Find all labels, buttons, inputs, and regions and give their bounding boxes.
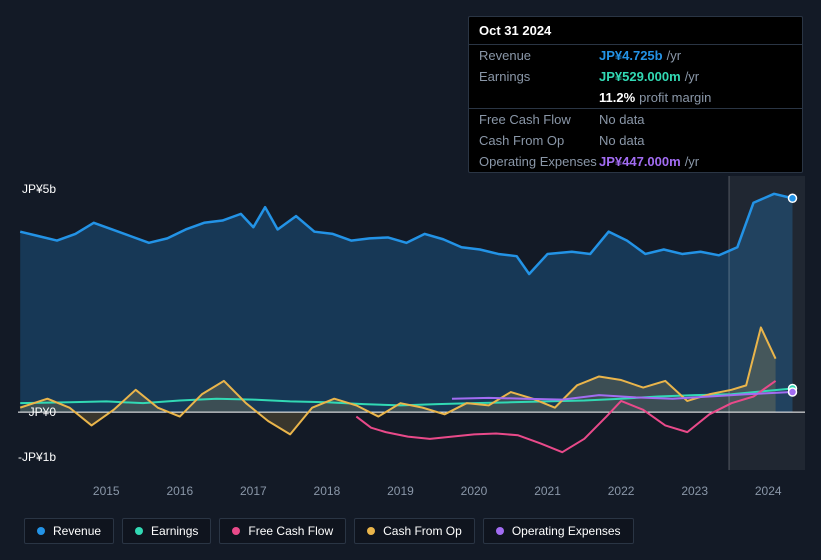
- tooltip-row: 11.2% profit margin: [469, 87, 802, 108]
- tooltip-row: Operating ExpensesJP¥447.000m/yr: [469, 151, 802, 172]
- legend-item-cfo[interactable]: Cash From Op: [354, 518, 475, 544]
- x-tick-label: 2015: [93, 484, 120, 498]
- tooltip-suffix: /yr: [685, 154, 699, 169]
- end-dot-opex: [788, 388, 796, 396]
- x-tick-label: 2019: [387, 484, 414, 498]
- y-tick-label: JP¥0: [29, 405, 56, 419]
- legend-label: Earnings: [151, 524, 198, 538]
- legend-item-fcf[interactable]: Free Cash Flow: [219, 518, 346, 544]
- hover-tooltip: Oct 31 2024 RevenueJP¥4.725b/yrEarningsJ…: [468, 16, 803, 173]
- legend-dot: [367, 527, 375, 535]
- tooltip-label: Cash From Op: [479, 133, 599, 148]
- legend-label: Revenue: [53, 524, 101, 538]
- legend-label: Cash From Op: [383, 524, 462, 538]
- x-tick-label: 2016: [166, 484, 193, 498]
- end-dot-revenue: [788, 194, 796, 202]
- area-revenue: [20, 194, 792, 412]
- tooltip-label: Operating Expenses: [479, 154, 599, 169]
- tooltip-suffix: /yr: [667, 48, 681, 63]
- financials-chart-root: { "layout": { "width": 821, "height": 56…: [0, 0, 821, 560]
- tooltip-value: JP¥529.000m: [599, 69, 681, 84]
- tooltip-value: No data: [599, 112, 645, 127]
- tooltip-value: JP¥447.000m: [599, 154, 681, 169]
- legend-item-opex[interactable]: Operating Expenses: [483, 518, 634, 544]
- legend-dot: [232, 527, 240, 535]
- legend-item-earnings[interactable]: Earnings: [122, 518, 211, 544]
- tooltip-row: Cash From OpNo data: [469, 130, 802, 151]
- y-tick-label: JP¥5b: [22, 182, 56, 196]
- tooltip-label: Free Cash Flow: [479, 112, 599, 127]
- legend-dot: [37, 527, 45, 535]
- tooltip-value: 11.2%: [599, 90, 635, 105]
- tooltip-row: Free Cash FlowNo data: [469, 108, 802, 130]
- legend-label: Free Cash Flow: [248, 524, 333, 538]
- tooltip-label: Revenue: [479, 48, 599, 63]
- x-tick-label: 2021: [534, 484, 561, 498]
- legend-dot: [135, 527, 143, 535]
- legend: Revenue Earnings Free Cash Flow Cash From O…: [24, 518, 634, 544]
- x-tick-label: 2017: [240, 484, 267, 498]
- tooltip-value: JP¥4.725b: [599, 48, 663, 63]
- tooltip-suffix: /yr: [685, 69, 699, 84]
- legend-label: Operating Expenses: [512, 524, 621, 538]
- tooltip-value: No data: [599, 133, 645, 148]
- x-tick-label: 2020: [461, 484, 488, 498]
- y-tick-label: -JP¥1b: [18, 450, 56, 464]
- x-tick-label: 2023: [681, 484, 708, 498]
- tooltip-row: EarningsJP¥529.000m/yr: [469, 66, 802, 87]
- legend-item-revenue[interactable]: Revenue: [24, 518, 114, 544]
- legend-dot: [496, 527, 504, 535]
- x-tick-label: 2024: [755, 484, 782, 498]
- tooltip-date: Oct 31 2024: [469, 17, 802, 45]
- tooltip-label: Earnings: [479, 69, 599, 84]
- x-tick-label: 2022: [608, 484, 635, 498]
- x-tick-label: 2018: [314, 484, 341, 498]
- tooltip-row: RevenueJP¥4.725b/yr: [469, 45, 802, 66]
- tooltip-suffix: profit margin: [639, 90, 711, 105]
